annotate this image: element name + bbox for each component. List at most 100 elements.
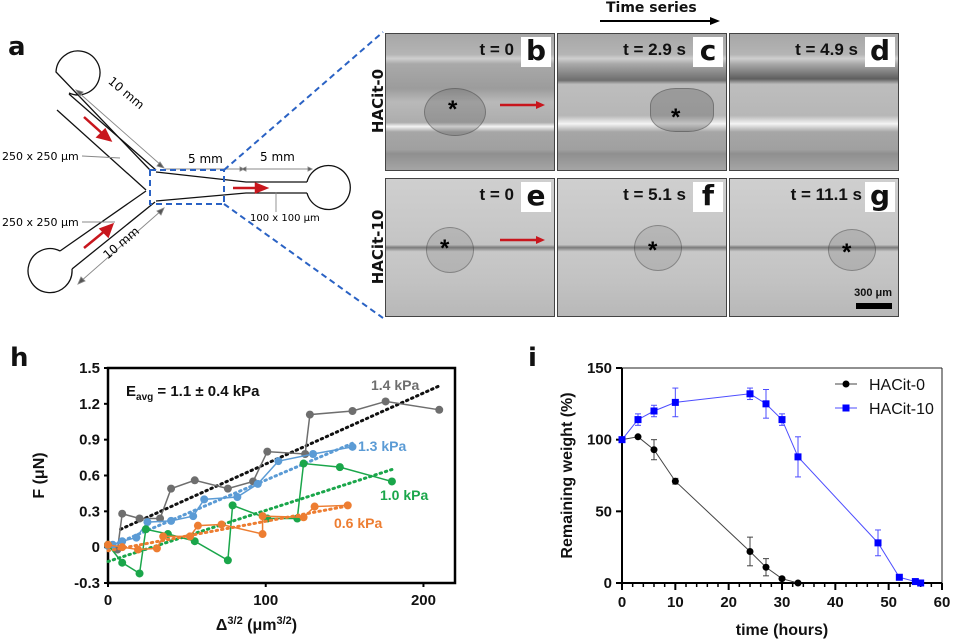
data-point [778, 416, 786, 424]
x-tick-label: 20 [720, 594, 737, 611]
data-point [186, 532, 195, 541]
x-tick-label: 10 [667, 594, 684, 611]
panel-h-letter: h [10, 343, 29, 373]
data-point [911, 578, 919, 586]
frame-time: t = 0 [479, 185, 515, 204]
frame-time: t = 0 [479, 40, 515, 59]
droplet-marker: * [448, 96, 458, 123]
e-avg-annotation: Eavg = 1.1 ± 0.4 kPa [126, 383, 260, 403]
frame-g: * t = 11.1 s g 300 μm [729, 178, 899, 317]
data-point [671, 477, 679, 485]
series-label: 1.0 kPa [380, 487, 428, 503]
scale-bar-label: 300 μm [854, 287, 892, 299]
data-point [135, 569, 144, 578]
y-tick-label: -0.3 [74, 575, 100, 592]
x-tick-label: 60 [934, 594, 951, 611]
time-series-arrow [600, 17, 720, 25]
gel-droplet [426, 227, 474, 273]
legend-marker [842, 404, 850, 412]
microfluidic-schematic [27, 31, 384, 319]
label-outlet-length: 5 mm [260, 150, 295, 164]
data-point [794, 453, 802, 461]
gel-droplet [424, 88, 486, 136]
frame-time: t = 5.1 s [623, 185, 686, 204]
data-point [874, 539, 882, 547]
series-label: 0.6 kPa [334, 515, 382, 531]
y-tick-label: 1.5 [79, 360, 100, 377]
y-tick-label: 0.6 [79, 468, 100, 485]
frame-letter: f [693, 182, 723, 212]
data-point [618, 436, 626, 444]
data-point [193, 521, 202, 530]
data-point [746, 547, 754, 555]
series-line [107, 400, 440, 551]
label-top-channel-size: 250 x 250 μm [2, 150, 79, 163]
series-line [621, 436, 799, 584]
x-tick-label: 200 [411, 592, 436, 609]
y-tick-label: 0.9 [79, 432, 100, 449]
x-tick-label: 40 [827, 594, 844, 611]
data-point [263, 447, 272, 456]
data-point [167, 484, 176, 493]
data-point [118, 543, 127, 552]
data-point [159, 532, 168, 541]
data-point [794, 579, 802, 587]
y-tick-label: 100 [587, 432, 612, 449]
label-taper-length: 5 mm [188, 152, 223, 166]
data-point [917, 579, 925, 587]
y-tick-label: 50 [595, 503, 612, 520]
gel-droplet [828, 229, 876, 271]
series-line [621, 393, 921, 584]
data-point [310, 502, 319, 511]
data-point [778, 575, 786, 583]
x-tick-label: 0 [104, 592, 112, 609]
y-tick-label: 0.3 [79, 503, 100, 520]
frame-d: t = 4.9 s d [729, 33, 899, 171]
x-tick-label: 50 [880, 594, 897, 611]
panel-i-letter: i [528, 343, 537, 373]
flow-arrow-red [500, 236, 545, 244]
data-point [299, 459, 308, 468]
flow-arrow-red [500, 101, 545, 109]
y-axis-label: Remaining weight (%) [559, 392, 576, 558]
data-point [104, 540, 112, 549]
y-tick-label: 0 [92, 539, 100, 556]
data-point [135, 514, 144, 523]
frame-time: t = 2.9 s [623, 40, 686, 59]
data-point [228, 501, 237, 510]
data-point [335, 463, 344, 472]
data-point [132, 533, 141, 542]
data-point [141, 525, 150, 534]
data-point [190, 476, 199, 485]
x-tick-label: 30 [774, 594, 791, 611]
data-point [233, 493, 242, 501]
data-point [152, 544, 161, 553]
data-point [746, 390, 754, 398]
data-point [305, 410, 314, 419]
frame-f: * t = 5.1 s f [557, 178, 727, 317]
y-tick-label: 1.2 [79, 396, 100, 413]
data-point [223, 484, 232, 493]
data-point [348, 442, 357, 451]
data-point [387, 477, 396, 486]
data-point [156, 514, 165, 523]
x-tick-label: 0 [618, 594, 626, 611]
droplet-marker: * [648, 237, 658, 264]
data-point [299, 513, 308, 522]
data-point [348, 407, 357, 415]
x-axis-label: time (hours) [736, 622, 828, 639]
data-point [309, 450, 318, 458]
data-point [253, 479, 262, 488]
data-point [189, 512, 198, 521]
frame-b: * t = 0 b [385, 33, 555, 171]
inlet-reservoir-bottom [27, 248, 73, 294]
data-point [118, 509, 127, 518]
data-point [258, 512, 267, 521]
y-axis-label: F (μN) [31, 452, 48, 498]
data-point [118, 558, 127, 567]
data-point [762, 563, 770, 571]
outlet-reservoir [306, 164, 351, 211]
scale-bar [856, 303, 892, 309]
frame-letter: c [693, 37, 723, 67]
